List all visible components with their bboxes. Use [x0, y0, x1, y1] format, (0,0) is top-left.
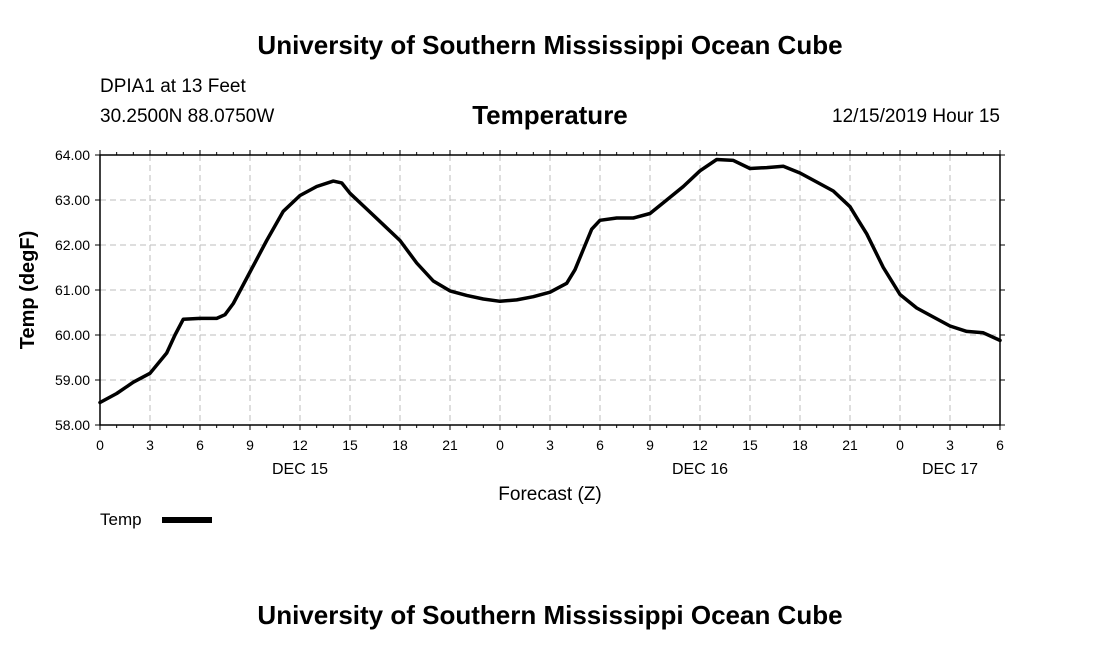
x-tick-label: 21	[442, 437, 458, 453]
x-tick-label: 12	[292, 437, 308, 453]
x-tick-label: 18	[792, 437, 808, 453]
station-coords: 30.2500N 88.0750W	[100, 106, 275, 127]
y-tick-labels: 58.00 59.00 60.00 61.00 62.00 63.00 64.00	[55, 147, 90, 433]
station-name: DPIA1 at 13 Feet	[100, 76, 246, 97]
legend-label: Temp	[100, 510, 142, 529]
y-tick-label: 60.00	[55, 327, 90, 343]
y-tick-label: 64.00	[55, 147, 90, 163]
x-tick-label: 3	[946, 437, 954, 453]
x-tick-labels: 0 3 6 9 12 15 18 21 0 3 6 9 12 15 18 21 0 3 6	[96, 437, 1004, 453]
day-label: DEC 17	[922, 461, 978, 478]
y-axis-label: Temp (degF)	[17, 231, 39, 350]
x-tick-label: 6	[196, 437, 204, 453]
x-tick-label: 15	[742, 437, 758, 453]
y-tick-label: 59.00	[55, 372, 90, 388]
temp-series-line	[98, 157, 1002, 405]
x-tick-label: 12	[692, 437, 708, 453]
x-tick-label: 3	[546, 437, 554, 453]
x-tick-label: 0	[496, 437, 504, 453]
day-label: DEC 16	[672, 461, 728, 478]
x-tick-label: 3	[146, 437, 154, 453]
top-title: University of Southern Mississippi Ocean…	[257, 30, 843, 60]
chart-title: Temperature	[472, 100, 628, 130]
x-tick-label: 0	[96, 437, 104, 453]
x-tick-label: 15	[342, 437, 358, 453]
bottom-title: University of Southern Mississippi Ocean…	[257, 600, 843, 630]
x-tick-label: 9	[246, 437, 254, 453]
x-tick-label: 9	[646, 437, 654, 453]
y-tick-label: 62.00	[55, 237, 90, 253]
x-tick-label: 0	[896, 437, 904, 453]
axis-ticks	[95, 150, 1005, 430]
grid-lines	[100, 155, 1000, 425]
x-axis-label: Forecast (Z)	[498, 484, 601, 505]
day-labels: DEC 15 DEC 16 DEC 17	[272, 461, 978, 478]
timestamp: 12/15/2019 Hour 15	[832, 106, 1000, 127]
x-tick-label: 18	[392, 437, 408, 453]
y-tick-label: 61.00	[55, 282, 90, 298]
y-tick-label: 63.00	[55, 192, 90, 208]
x-tick-label: 6	[596, 437, 604, 453]
x-tick-label: 21	[842, 437, 858, 453]
x-tick-label: 6	[996, 437, 1004, 453]
day-label: DEC 15	[272, 461, 328, 478]
y-tick-label: 58.00	[55, 417, 90, 433]
